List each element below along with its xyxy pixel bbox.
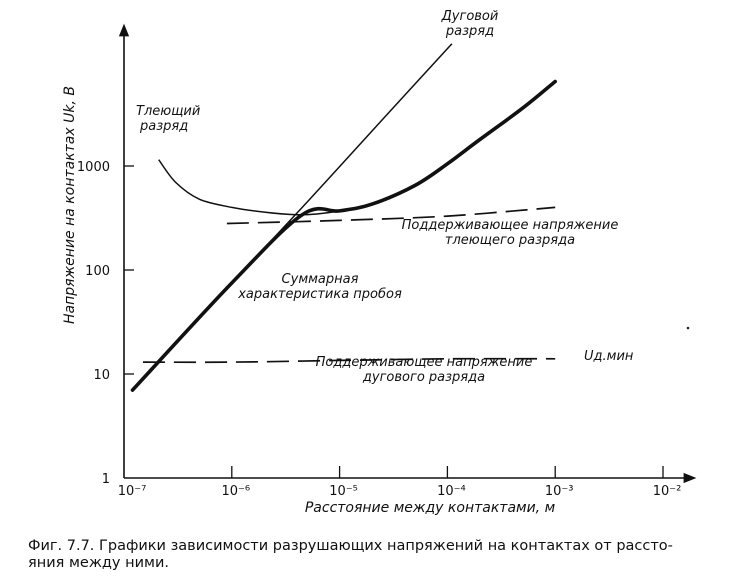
total-breakdown-characteristic-label: характеристика пробоя: [237, 287, 402, 302]
x-tick-label: 10⁻⁵: [329, 484, 358, 499]
glow-sustaining-voltage-dashed-label: Поддерживающее напряжение: [402, 218, 619, 233]
x-tick-label: 10⁻⁴: [437, 484, 466, 499]
x-axis-title: Расстояние между контактами, м: [305, 500, 556, 516]
arc-discharge-line-label: разряд: [445, 24, 494, 39]
y-tick-label: 10: [93, 368, 110, 383]
labels: ТлеющийразрядДуговойразрядПоддерживающее…: [136, 9, 690, 385]
y-tick-label: 100: [85, 264, 110, 279]
axes: 10⁻⁷ 10⁻⁶ 10⁻⁵ 10⁻⁴ 10⁻³ 10⁻² 1 10 100 1000 Рассто…: [62, 23, 697, 516]
glow-sustaining-voltage-dashed-label: тлеющего разряда: [445, 233, 575, 248]
arc-min-voltage-annotation: Uд.мин: [584, 349, 634, 364]
x-tick-label: 10⁻³: [545, 484, 574, 499]
y-tick-label: 1000: [77, 160, 110, 175]
glow-discharge-curve-label: Тлеющий: [136, 104, 200, 119]
total-breakdown-characteristic: [130, 79, 557, 392]
figure-caption: Фиг. 7.7. Графики зависимости разрушающи…: [28, 538, 718, 572]
breakdown-voltage-chart: 10⁻⁷ 10⁻⁶ 10⁻⁵ 10⁻⁴ 10⁻³ 10⁻² 1 10 100 1000 Рассто…: [62, 9, 697, 516]
glow-discharge-curve-label: разряд: [139, 119, 188, 134]
x-tick-label: 10⁻⁷: [118, 484, 147, 499]
arc-sustaining-voltage-dashed-label: дугового разряда: [362, 370, 485, 385]
y-axis-title: Напряжение на контактах Uk, В: [62, 86, 78, 324]
stray-dot: [686, 326, 690, 330]
caption-line-1: Фиг. 7.7. Графики зависимости разрушающи…: [28, 538, 673, 554]
x-tick-label: 10⁻⁶: [221, 484, 250, 499]
x-tick-label: 10⁻²: [653, 484, 682, 499]
glow-sustaining-voltage-dashed: [226, 206, 556, 225]
arc-sustaining-voltage-dashed: [142, 357, 556, 364]
total-breakdown-characteristic-label: Суммарная: [282, 272, 359, 287]
curves: [130, 43, 557, 392]
arc-sustaining-voltage-dashed-label: Поддерживающее напряжение: [316, 355, 533, 370]
arc-discharge-line-label: Дуговой: [441, 9, 499, 24]
y-tick-label: 1: [102, 472, 110, 487]
caption-line-2: яния между ними.: [28, 555, 169, 571]
